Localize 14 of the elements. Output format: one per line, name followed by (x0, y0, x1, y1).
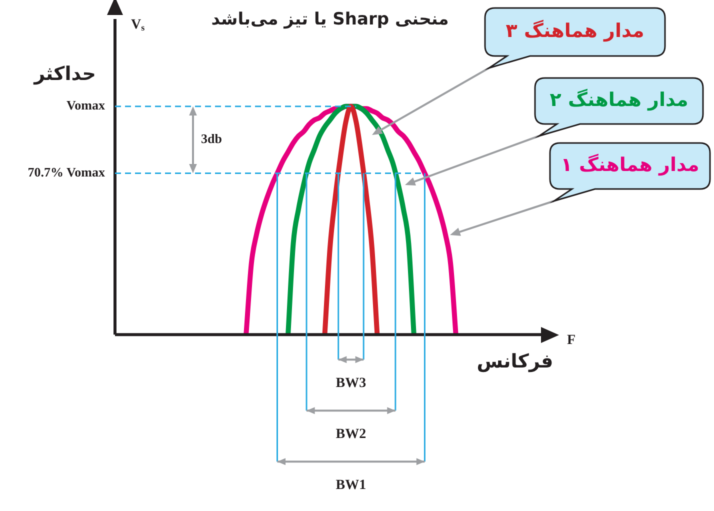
text: مدار هماهنگ ۲ (550, 88, 688, 111)
chart-title: منحنی Sharp یا تیز می‌باشد (211, 9, 449, 30)
text: مدار هماهنگ ۳ (506, 18, 644, 42)
text: مدار هماهنگ ۱ (560, 152, 700, 176)
text: BW3 (336, 376, 366, 392)
text: فرکانس (476, 350, 554, 373)
ref-line-label: Vomax (66, 98, 106, 113)
text: Vs (131, 18, 146, 33)
ref-line-label: 70.7% Vomax (28, 164, 106, 180)
text: BW1 (336, 478, 366, 494)
x-axis-title: F (567, 333, 576, 348)
annotation: 3db (201, 131, 222, 146)
text: حداکثر (33, 62, 96, 85)
text: BW2 (336, 427, 366, 442)
